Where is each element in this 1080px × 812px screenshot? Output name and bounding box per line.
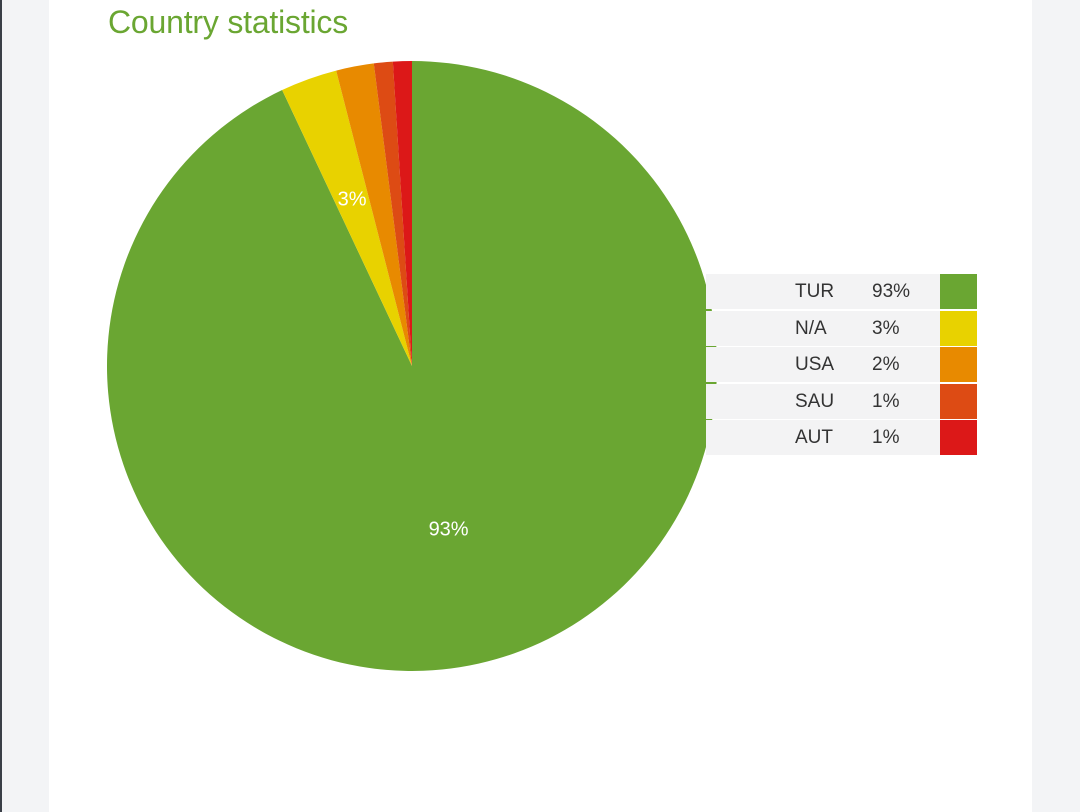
chart-legend: TUR 93% N/A 3% USA 2% SAU 1% AUT 1% (706, 274, 977, 457)
pie-slice-aut[interactable] (392, 61, 412, 366)
pie-slice-tur[interactable] (106, 61, 717, 671)
legend-value-sau: 1% (872, 390, 900, 412)
legend-swatch-usa (940, 347, 977, 382)
pie-slice-usa[interactable] (336, 63, 412, 366)
pie-slice-sau[interactable] (373, 61, 412, 367)
legend-label-usa: USA (795, 354, 835, 375)
legend-row-usa[interactable]: USA 2% (706, 347, 977, 382)
legend-label-na: N/A (795, 317, 827, 339)
legend-row-tur[interactable]: TUR 93% (706, 274, 977, 309)
legend-row-na[interactable]: N/A 3% (706, 310, 977, 346)
legend-row-aut[interactable]: AUT 1% (706, 420, 977, 455)
pie-slice-na[interactable] (282, 70, 412, 366)
legend-value-tur: 93% (872, 281, 911, 302)
legend-swatch-tur (940, 274, 977, 309)
legend-value-usa: 2% (872, 354, 900, 375)
slice-label-tur: 93% (429, 519, 469, 541)
legend-label-tur: TUR (795, 281, 835, 302)
left-edge-rail (0, 0, 2, 812)
legend-value-aut: 1% (872, 427, 900, 448)
legend-swatch-sau (940, 383, 977, 419)
legend-swatch-aut (940, 420, 977, 455)
legend-row-sau[interactable]: SAU 1% (706, 383, 977, 419)
chart-title: Country statistics (108, 4, 349, 40)
legend-label-aut: AUT (795, 427, 833, 448)
slice-label-na: 3% (338, 189, 367, 211)
legend-swatch-na (940, 310, 977, 346)
legend-value-na: 3% (872, 317, 900, 339)
legend-label-sau: SAU (795, 390, 835, 412)
